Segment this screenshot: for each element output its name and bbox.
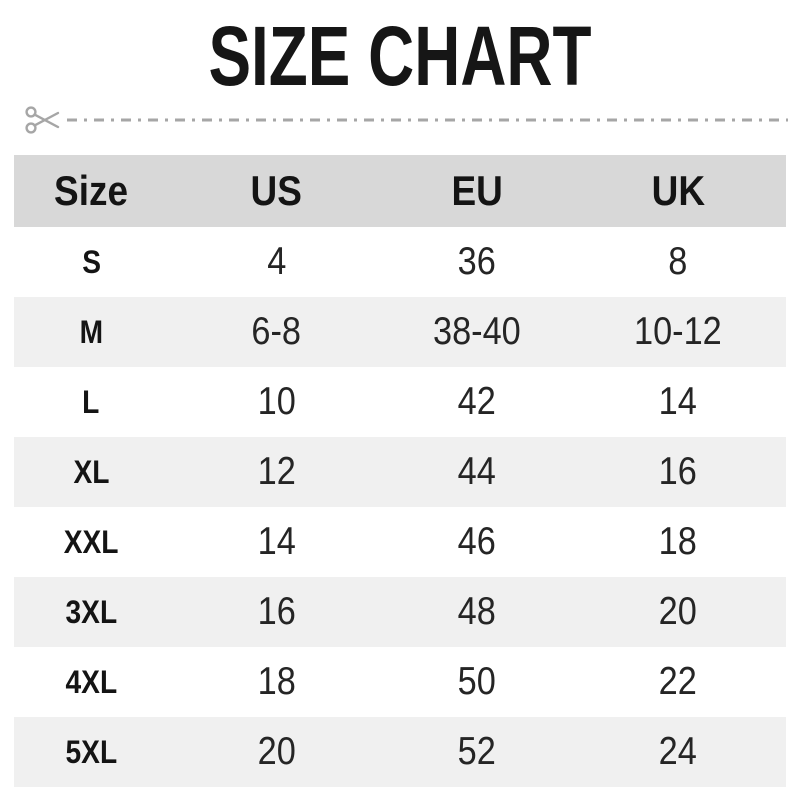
- size-cell: XL: [14, 437, 168, 507]
- table-row: XXL 14 46 18: [14, 507, 786, 577]
- value-cell: 16: [570, 437, 786, 507]
- cell-text: 20: [257, 730, 296, 773]
- cell-text: XL: [73, 453, 110, 490]
- cell-text: L: [82, 383, 100, 420]
- cell-text: 38-40: [433, 310, 522, 353]
- col-header-uk-label: UK: [651, 167, 705, 214]
- cell-text: 8: [668, 240, 688, 283]
- value-cell: 36: [385, 227, 570, 297]
- value-cell: 10: [168, 367, 384, 437]
- cell-text: 22: [658, 660, 697, 703]
- value-cell: 44: [385, 437, 570, 507]
- cell-text: 14: [658, 380, 697, 423]
- col-header-size-label: Size: [54, 167, 129, 214]
- cell-text: 42: [458, 380, 497, 423]
- value-cell: 48: [385, 577, 570, 647]
- cell-text: 52: [458, 730, 497, 773]
- cell-text: S: [81, 243, 101, 280]
- page-title: SIZE CHART: [0, 0, 800, 98]
- value-cell: 38-40: [385, 297, 570, 367]
- table-row: 3XL 16 48 20: [14, 577, 786, 647]
- cell-text: 18: [257, 660, 296, 703]
- col-header-eu: EU: [385, 155, 570, 227]
- col-header-us-label: US: [250, 167, 303, 214]
- table-row: L 10 42 14: [14, 367, 786, 437]
- col-header-us: US: [168, 155, 384, 227]
- size-table-body: S 4 36 8 M 6-8 38-40 10-12 L 10 42 14 XL 12 44 16 XXL 14 4…: [14, 227, 786, 787]
- cell-text: 48: [458, 590, 497, 633]
- table-row: 4XL 18 50 22: [14, 647, 786, 717]
- value-cell: 12: [168, 437, 384, 507]
- cell-text: 14: [257, 520, 296, 563]
- value-cell: 6-8: [168, 297, 384, 367]
- value-cell: 20: [168, 717, 384, 787]
- value-cell: 50: [385, 647, 570, 717]
- value-cell: 18: [570, 507, 786, 577]
- col-header-uk: UK: [570, 155, 786, 227]
- value-cell: 4: [168, 227, 384, 297]
- cell-text: 4XL: [65, 663, 118, 700]
- value-cell: 18: [168, 647, 384, 717]
- cell-text: M: [79, 313, 103, 350]
- col-header-size: Size: [14, 155, 168, 227]
- dash-dot-line: [67, 118, 788, 122]
- value-cell: 24: [570, 717, 786, 787]
- cell-text: 10: [257, 380, 296, 423]
- cell-text: 20: [658, 590, 697, 633]
- page-title-text: SIZE CHART: [208, 9, 592, 103]
- cell-text: 16: [257, 590, 296, 633]
- cell-text: 36: [458, 240, 497, 283]
- size-chart-table: Size US EU UK S 4 36 8 M 6-8 38-40 10-12 L 10 42 14…: [14, 155, 786, 787]
- size-cell: 4XL: [14, 647, 168, 717]
- value-cell: 46: [385, 507, 570, 577]
- value-cell: 52: [385, 717, 570, 787]
- value-cell: 14: [570, 367, 786, 437]
- cell-text: 50: [458, 660, 497, 703]
- size-cell: M: [14, 297, 168, 367]
- value-cell: 22: [570, 647, 786, 717]
- size-cell: 5XL: [14, 717, 168, 787]
- value-cell: 20: [570, 577, 786, 647]
- cell-text: 6-8: [251, 310, 302, 353]
- value-cell: 10-12: [570, 297, 786, 367]
- value-cell: 14: [168, 507, 384, 577]
- table-row: XL 12 44 16: [14, 437, 786, 507]
- cell-text: 4: [266, 240, 287, 283]
- cell-text: 10-12: [634, 310, 722, 353]
- cell-text: 12: [257, 450, 296, 493]
- size-cell: XXL: [14, 507, 168, 577]
- cell-text: 46: [458, 520, 497, 563]
- cell-text: 16: [658, 450, 697, 493]
- scissors-icon: [25, 106, 60, 134]
- table-row: S 4 36 8: [14, 227, 786, 297]
- cell-text: 3XL: [65, 593, 118, 630]
- cell-text: 24: [658, 730, 697, 773]
- cell-text: 44: [458, 450, 497, 493]
- table-header: Size US EU UK: [14, 155, 786, 227]
- size-cell: S: [14, 227, 168, 297]
- size-cell: 3XL: [14, 577, 168, 647]
- cut-line: [0, 98, 800, 142]
- size-cell: L: [14, 367, 168, 437]
- value-cell: 16: [168, 577, 384, 647]
- value-cell: 42: [385, 367, 570, 437]
- cell-text: XXL: [63, 523, 119, 560]
- table-row: M 6-8 38-40 10-12: [14, 297, 786, 367]
- table-row: 5XL 20 52 24: [14, 717, 786, 787]
- col-header-eu-label: EU: [451, 167, 503, 214]
- cell-text: 18: [658, 520, 697, 563]
- value-cell: 8: [570, 227, 786, 297]
- header-row: Size US EU UK: [14, 155, 786, 227]
- cell-text: 5XL: [65, 733, 118, 770]
